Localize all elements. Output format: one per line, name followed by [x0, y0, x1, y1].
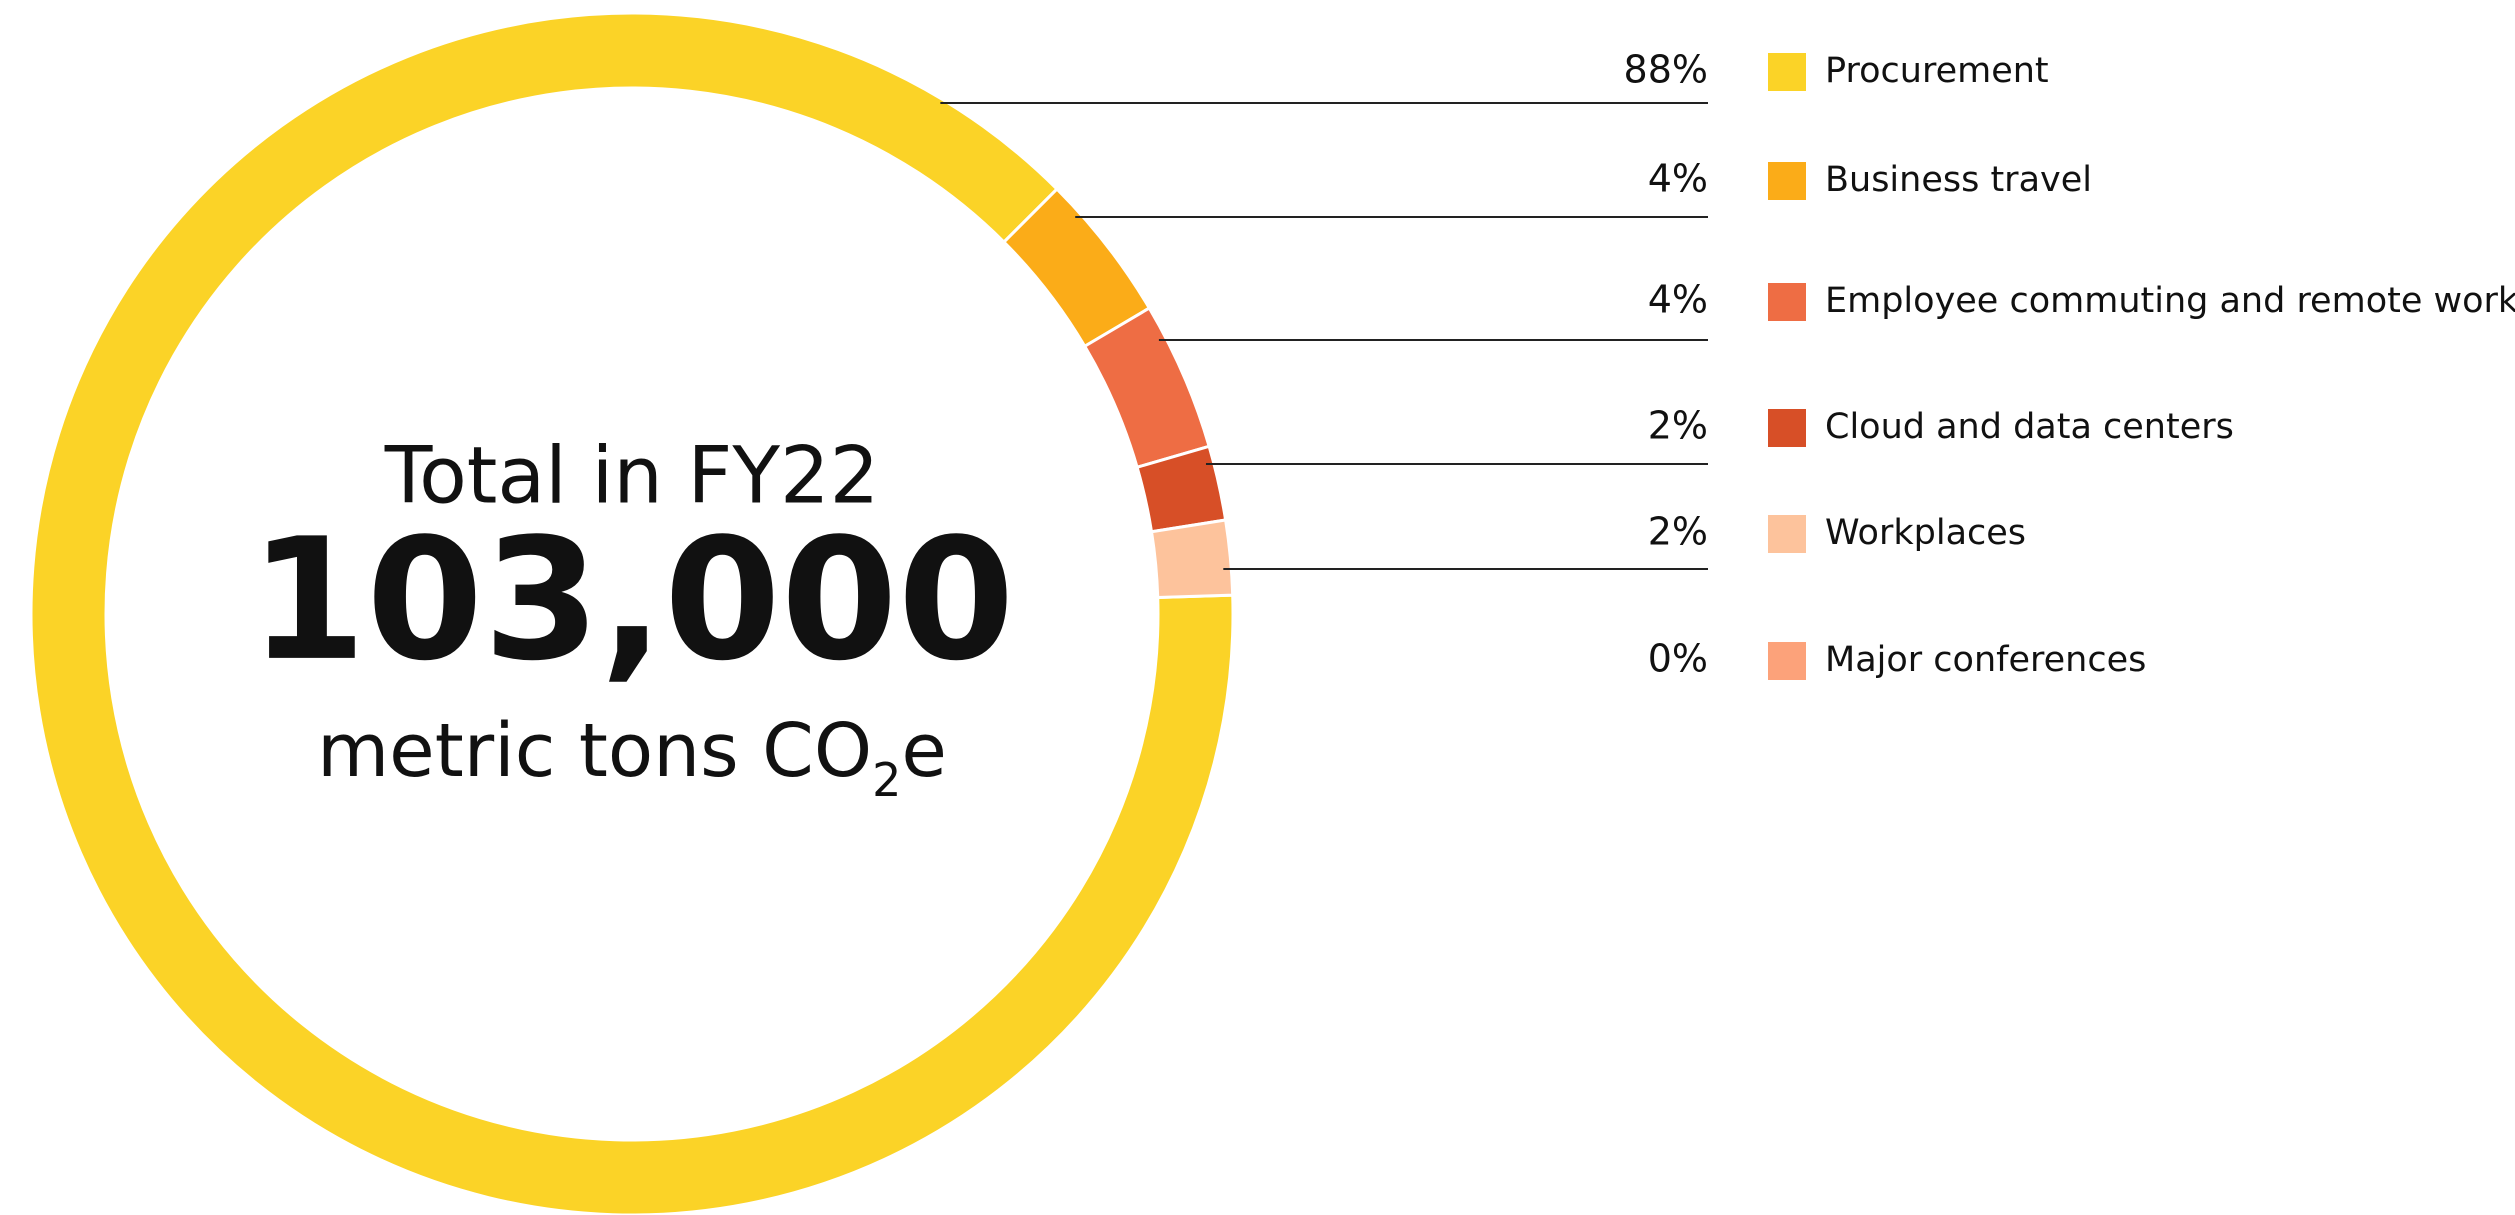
legend-swatch — [1768, 515, 1806, 553]
legend-swatch — [1768, 53, 1806, 91]
legend-label: Employee commuting and remote work — [1825, 281, 2515, 321]
center-caption: Total in FY22 — [384, 431, 880, 521]
legend-label: Workplaces — [1825, 513, 2026, 553]
legend-swatch — [1768, 409, 1806, 447]
value-label: 4% — [1648, 278, 1708, 322]
unit-prefix: metric tons CO — [317, 708, 872, 794]
legend-label: Major conferences — [1825, 640, 2146, 680]
unit-suffix: e — [901, 708, 947, 794]
legend-label: Business travel — [1825, 160, 2092, 200]
legend-swatch — [1768, 283, 1806, 321]
value-label: 2% — [1648, 404, 1708, 448]
value-label: 88% — [1624, 48, 1708, 92]
legend-swatch — [1768, 642, 1806, 680]
slice — [29, 11, 1235, 1215]
value-label: 2% — [1648, 510, 1708, 554]
unit-sub: 2 — [872, 753, 901, 807]
center-total: 103,000 — [249, 502, 1014, 698]
value-label: 0% — [1648, 637, 1708, 681]
legend-label: Cloud and data centers — [1825, 407, 2234, 447]
slice — [1149, 518, 1235, 600]
slices — [29, 11, 1235, 1215]
center-unit: metric tons CO2e — [317, 708, 947, 807]
legend-label: Procurement — [1825, 51, 2049, 91]
legend-swatch — [1768, 162, 1806, 200]
value-label: 4% — [1648, 157, 1708, 201]
